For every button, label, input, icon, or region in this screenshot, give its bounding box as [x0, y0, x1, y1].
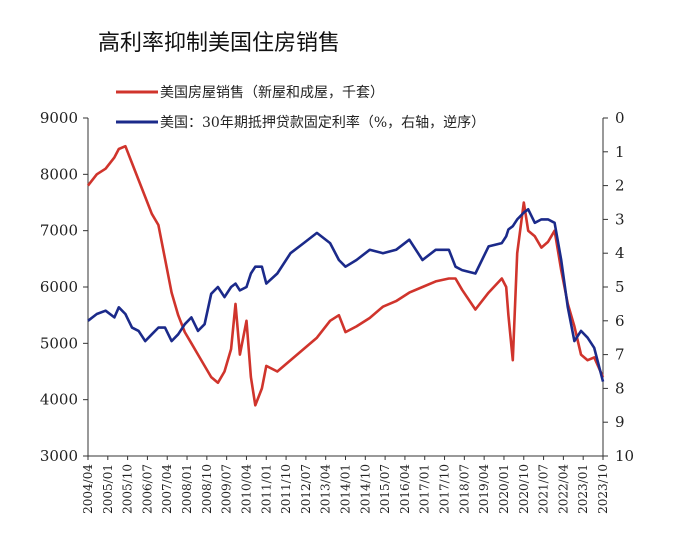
x-tick-label: 2019/04: [477, 464, 491, 514]
x-tick-label: 2023/01: [576, 464, 590, 514]
right-axis-ticks: 0 1 2 3 4 5 6 7 8 9 10: [603, 109, 634, 465]
left-tick-label: 6000: [40, 278, 78, 296]
x-tick-label: 2011/01: [259, 464, 273, 514]
left-axis-ticks: 3000 4000 5000 6000 7000 8000 9000: [40, 109, 88, 465]
left-tick-label: 5000: [40, 334, 78, 352]
right-tick-label: 10: [615, 447, 634, 465]
x-tick-label: 2014/10: [358, 464, 372, 514]
right-tick-label: 9: [615, 413, 625, 431]
x-tick-label: 2014/01: [339, 464, 353, 514]
right-tick-label: 3: [615, 210, 625, 228]
right-tick-label: 2: [615, 177, 625, 195]
x-tick-label: 2017/01: [418, 464, 432, 514]
x-tick-label: 2016/04: [398, 464, 412, 514]
x-tick-label: 2004/04: [81, 464, 95, 514]
x-tick-label: 2005/10: [121, 464, 135, 514]
x-tick-label: 2017/10: [438, 464, 452, 514]
x-tick-label: 2020/01: [497, 464, 511, 514]
sales-series-line: [86, 144, 605, 407]
x-tick-label: 2021/07: [537, 464, 551, 514]
left-tick-label: 8000: [40, 165, 78, 183]
left-tick-label: 3000: [40, 447, 78, 465]
rate-series-line: [87, 208, 605, 382]
x-tick-label: 2012/07: [299, 464, 313, 514]
x-tick-label: 2011/10: [279, 464, 293, 514]
x-tick-label: 2007/04: [160, 464, 174, 514]
x-tick-label: 2020/10: [517, 464, 531, 514]
x-tick-label: 2018/07: [457, 464, 471, 514]
plot-frame: [87, 118, 604, 457]
left-tick-label: 4000: [40, 391, 78, 409]
right-tick-label: 7: [615, 346, 625, 364]
right-tick-label: 5: [615, 278, 625, 296]
right-tick-label: 4: [615, 244, 625, 262]
x-tick-label: 2010/04: [239, 464, 253, 514]
legend-label-rate: 美国：30年期抵押贷款固定利率（%，右轴，逆序）: [160, 114, 485, 131]
x-tick-label: 2023/10: [596, 464, 610, 514]
x-tick-label: 2006/07: [140, 464, 154, 514]
right-tick-label: 6: [615, 312, 625, 330]
x-tick-label: 2009/07: [220, 464, 234, 514]
right-tick-label: 1: [615, 143, 625, 161]
right-tick-label: 8: [615, 379, 625, 397]
right-tick-label: 0: [615, 109, 625, 127]
x-tick-label: 2005/01: [101, 464, 115, 514]
legend-label-sales: 美国房屋销售（新屋和成屋，千套）: [160, 85, 384, 101]
x-tick-label: 2015/07: [378, 464, 392, 514]
left-tick-label: 7000: [40, 222, 78, 240]
left-tick-label: 9000: [40, 109, 78, 127]
legend: 美国房屋销售（新屋和成屋，千套） 美国：30年期抵押贷款固定利率（%，右轴，逆序…: [116, 85, 485, 131]
x-tick-label: 2013/04: [319, 464, 333, 514]
x-tick-label: 2008/01: [180, 464, 194, 514]
chart-title: 高利率抑制美国住房销售: [98, 31, 340, 56]
x-tick-label: 2008/10: [200, 464, 214, 514]
x-tick-label: 2022/04: [556, 464, 570, 514]
series-layer: [86, 144, 605, 407]
x-axis-ticks: 2004/04 2005/01 2005/10 2006/07 2007/04 2008/…: [81, 456, 610, 514]
